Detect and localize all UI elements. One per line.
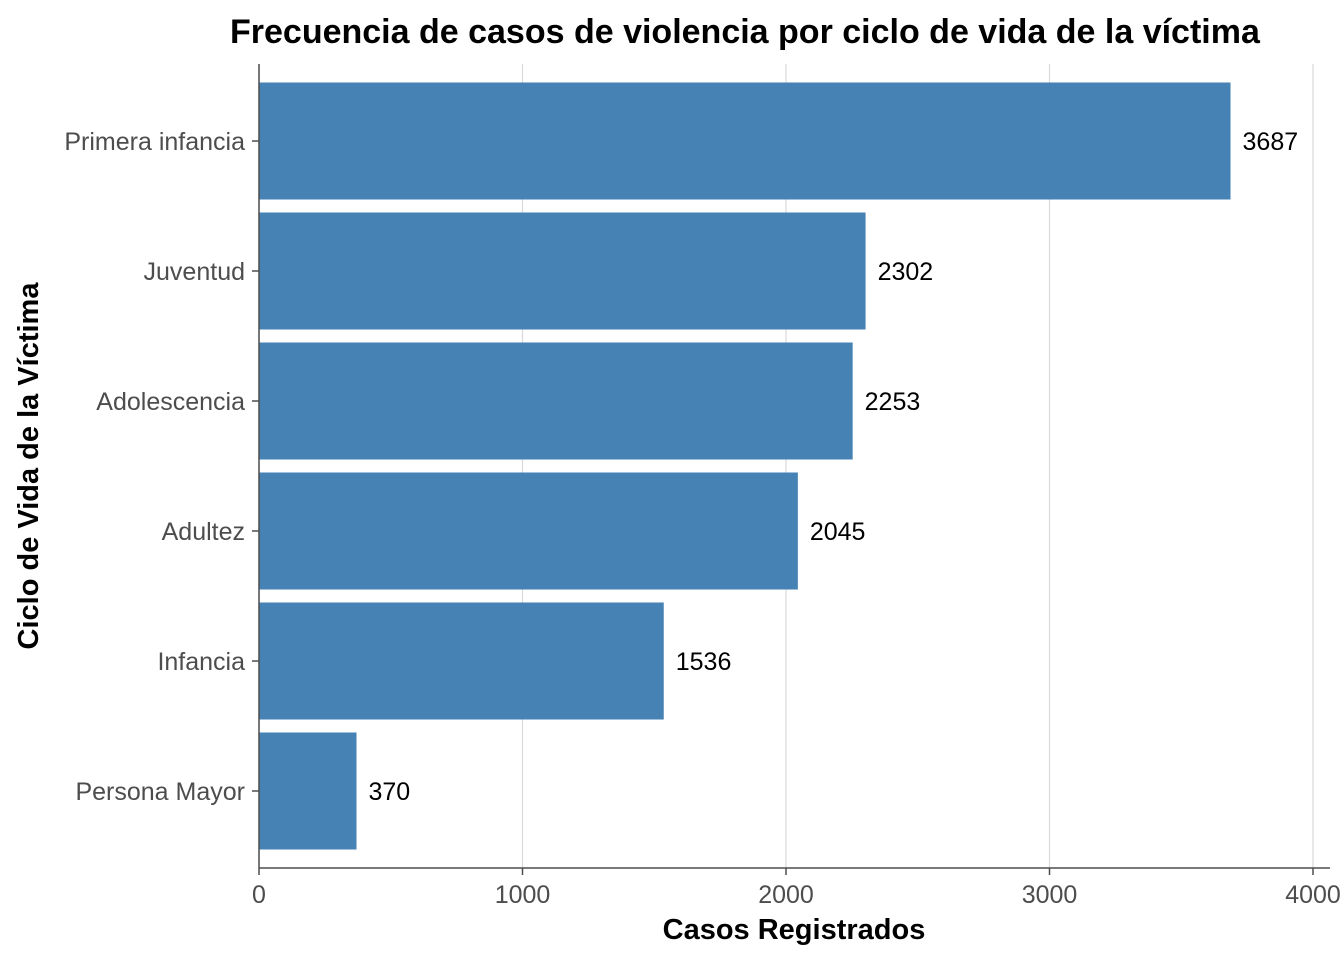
y-tick-label-adolescencia: Adolescencia — [96, 388, 245, 416]
y-tick-label-juventud: Juventud — [144, 258, 245, 286]
y-tick-label-adultez: Adultez — [162, 518, 245, 546]
bars — [259, 82, 1231, 850]
data-label-juventud: 2302 — [878, 258, 934, 286]
x-tick-label-3000: 3000 — [1022, 881, 1078, 909]
y-tick-label-infancia: Infancia — [157, 648, 245, 676]
y-axis-ticks: Primera infancia Juventud Adolescencia Adul… — [64, 128, 259, 806]
data-label-infancia: 1536 — [676, 648, 732, 676]
y-tick-label-primera-infancia: Primera infancia — [64, 128, 245, 156]
data-label-persona-mayor: 370 — [368, 778, 410, 806]
data-labels: 3687 2302 2253 2045 1536 370 — [368, 128, 1298, 806]
x-axis-ticks: 0 1000 2000 3000 4000 — [252, 868, 1341, 909]
data-label-adultez: 2045 — [810, 518, 866, 546]
bar-primera-infancia — [259, 82, 1231, 200]
bar-adultez — [259, 472, 798, 590]
bar-infancia — [259, 602, 664, 720]
x-axis-title: Casos Registrados — [663, 914, 926, 946]
bar-adolescencia — [259, 342, 853, 460]
data-label-adolescencia: 2253 — [865, 388, 921, 416]
data-label-primera-infancia: 3687 — [1243, 128, 1299, 156]
bar-juventud — [259, 212, 866, 330]
x-tick-label-1000: 1000 — [495, 881, 551, 909]
x-tick-label-4000: 4000 — [1285, 881, 1341, 909]
bar-persona-mayor — [259, 732, 357, 850]
x-tick-label-2000: 2000 — [758, 881, 814, 909]
x-tick-label-0: 0 — [252, 881, 266, 909]
chart-title: Frecuencia de casos de violencia por cic… — [230, 13, 1261, 51]
y-tick-label-persona-mayor: Persona Mayor — [75, 778, 245, 806]
y-axis-title: Ciclo de Vida de la Víctima — [13, 282, 45, 650]
